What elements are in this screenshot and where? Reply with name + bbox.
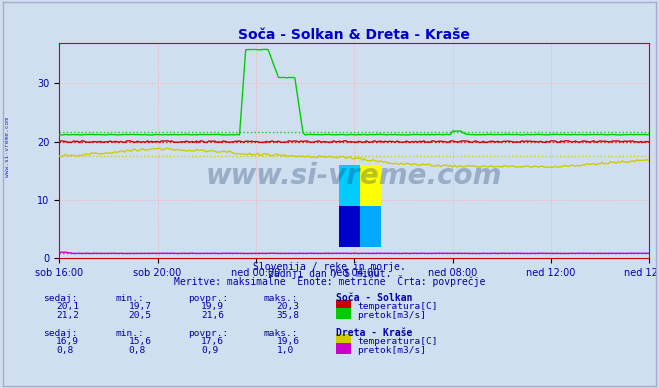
Text: maks.:: maks.: — [264, 329, 298, 338]
Text: min.:: min.: — [115, 329, 144, 338]
Text: 20,5: 20,5 — [129, 311, 152, 320]
Text: povpr.:: povpr.: — [188, 294, 228, 303]
Text: 19,7: 19,7 — [129, 302, 152, 311]
Text: 1,0: 1,0 — [277, 346, 294, 355]
Text: 16,9: 16,9 — [56, 337, 79, 346]
Text: 0,9: 0,9 — [201, 346, 218, 355]
Text: 0,8: 0,8 — [56, 346, 73, 355]
Text: Dreta - Kraše: Dreta - Kraše — [336, 327, 413, 338]
Text: pretok[m3/s]: pretok[m3/s] — [357, 311, 426, 320]
Text: Slovenija / reke in morje.: Slovenija / reke in morje. — [253, 262, 406, 272]
Text: 20,1: 20,1 — [56, 302, 79, 311]
Text: Meritve: maksimalne  Enote: metrične  Črta: povprečje: Meritve: maksimalne Enote: metrične Črta… — [174, 275, 485, 287]
Text: temperatura[C]: temperatura[C] — [357, 302, 438, 311]
Text: temperatura[C]: temperatura[C] — [357, 337, 438, 346]
Text: www.si-vreme.com: www.si-vreme.com — [206, 162, 502, 190]
Text: povpr.:: povpr.: — [188, 329, 228, 338]
Text: 20,3: 20,3 — [277, 302, 300, 311]
Text: pretok[m3/s]: pretok[m3/s] — [357, 346, 426, 355]
Text: sedaj:: sedaj: — [43, 294, 77, 303]
Text: 17,6: 17,6 — [201, 337, 224, 346]
Title: Soča - Solkan & Dreta - Kraše: Soča - Solkan & Dreta - Kraše — [239, 28, 470, 42]
Text: 35,8: 35,8 — [277, 311, 300, 320]
Text: 21,2: 21,2 — [56, 311, 79, 320]
Text: zadnji dan / 5 minut.: zadnji dan / 5 minut. — [268, 269, 391, 279]
Text: 19,6: 19,6 — [277, 337, 300, 346]
Text: 19,9: 19,9 — [201, 302, 224, 311]
Text: sedaj:: sedaj: — [43, 329, 77, 338]
Text: Soča - Solkan: Soča - Solkan — [336, 293, 413, 303]
Text: min.:: min.: — [115, 294, 144, 303]
Text: 21,6: 21,6 — [201, 311, 224, 320]
Text: www.si-vreme.com: www.si-vreme.com — [5, 118, 11, 177]
Text: 15,6: 15,6 — [129, 337, 152, 346]
Text: 0,8: 0,8 — [129, 346, 146, 355]
Text: maks.:: maks.: — [264, 294, 298, 303]
